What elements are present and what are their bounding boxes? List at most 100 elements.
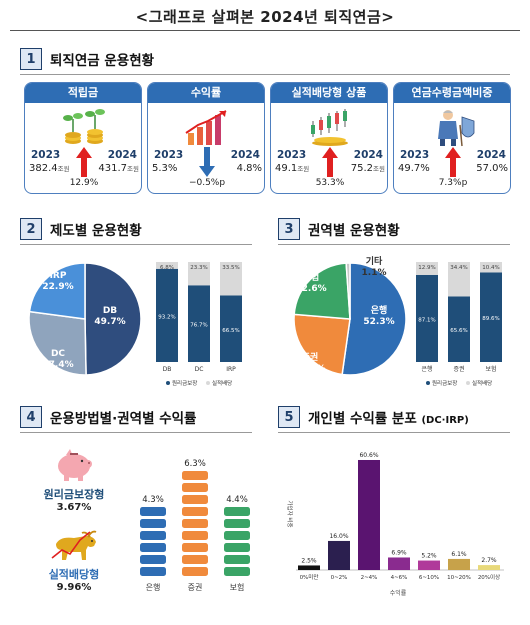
legend-marker — [206, 381, 210, 385]
section-5-header: 5 개인별 수익률 분포 (DC·IRP) — [278, 404, 469, 430]
section-number: 5 — [278, 406, 300, 428]
x-tick-label: IRP — [226, 366, 236, 373]
bar-tile — [182, 471, 208, 480]
year-start: 2023 — [277, 149, 307, 161]
bar-value-label: 93.2% — [158, 314, 175, 320]
x-tick-label: 보험 — [230, 583, 245, 592]
bar-value-label: 12.9% — [418, 265, 435, 271]
performance-value: 9.96% — [56, 582, 92, 593]
bar-value-label: 6.9% — [391, 549, 407, 556]
pie-slice-label: 보험 — [303, 271, 320, 283]
section-title: 운용방법별·권역별 수익률 — [50, 411, 197, 427]
candlestick-icon — [311, 109, 348, 146]
bar-tile — [182, 531, 208, 540]
stacked-bar-segment — [188, 262, 210, 286]
year-start: 2023 — [154, 149, 184, 161]
bar-tile — [182, 507, 208, 516]
value-number: 75.2 — [350, 163, 374, 174]
pie-slice-value: 52.3% — [363, 317, 394, 327]
bar-tile — [140, 555, 166, 564]
legend-marker — [426, 381, 430, 385]
title-divider — [10, 30, 520, 31]
value-number: 5.3% — [152, 163, 178, 174]
value-number: 4.8% — [236, 163, 262, 174]
arrow-up-icon — [445, 147, 461, 177]
bar-value-label: 10.4% — [482, 265, 499, 271]
bar-tile — [182, 519, 208, 528]
pie-slice-value: 24.1% — [294, 364, 325, 374]
arrow-up-icon — [322, 147, 338, 177]
year-end: 2024 — [353, 149, 383, 161]
y-axis-label: 가입자 비중 — [286, 500, 294, 527]
bar-tile — [140, 507, 166, 516]
card-title: 연금수령금액비중 — [394, 83, 510, 103]
bar-value-label: 60.6% — [359, 452, 378, 459]
pie-slice-label: DC — [51, 349, 65, 359]
section-4-header: 4 운용방법별·권역별 수익률 — [20, 404, 196, 430]
bar-tile — [182, 567, 208, 576]
x-tick-label: DC — [195, 366, 204, 373]
section-number: 3 — [278, 218, 300, 240]
year-start: 2023 — [31, 149, 61, 161]
section-rule — [20, 244, 252, 245]
piggy-bank-icon — [58, 449, 92, 481]
pie-slice — [28, 310, 87, 376]
pie-slice-value: 49.7% — [94, 317, 125, 327]
x-tick-label: DB — [163, 366, 172, 373]
section-number: 1 — [20, 48, 42, 70]
bar-value-label: 33.5% — [222, 265, 239, 271]
value-number: 57.0% — [476, 163, 508, 174]
bar — [478, 565, 500, 570]
value-number: 49.7% — [398, 163, 430, 174]
bar — [448, 558, 470, 570]
bar-value-label: 66.5% — [222, 328, 239, 334]
x-tick-label: 6~10% — [419, 575, 439, 581]
stacked-bar-segment — [416, 262, 438, 275]
x-axis-label: 수익률 — [390, 589, 407, 597]
bar-tile — [224, 507, 250, 516]
stacked-bar-segment — [448, 296, 470, 362]
bar — [358, 459, 380, 570]
pie-slice — [293, 313, 351, 376]
x-tick-label: 2~4% — [361, 575, 378, 581]
bar — [298, 565, 320, 570]
money-plant-icon — [63, 109, 105, 144]
legend-label: 원리금보장 — [172, 379, 197, 387]
stacked-bar-chart-sector: 87.1% 12.9% 은행 65.6% 34.4% 증권 89.6% 10.4% 보험원리금보… — [416, 262, 502, 387]
bar-value-label: 16.0% — [329, 533, 348, 540]
bar-value-label: 6.3% — [184, 459, 206, 469]
bar-tile — [224, 531, 250, 540]
page-title: <그래프로 살펴본 2024년 퇴직연금> — [135, 8, 395, 26]
value-end: 75.2조원 — [351, 163, 385, 174]
arrow-up-icon — [76, 147, 92, 177]
bar-value-label: 87.1% — [418, 317, 435, 323]
x-tick-label: 은행 — [146, 582, 161, 592]
year-start: 2023 — [400, 149, 430, 161]
value-start: 5.3% — [152, 163, 177, 174]
bar — [388, 557, 410, 570]
legend-label: 원리금보장 — [432, 379, 457, 387]
section-title: 권역별 운용현황 — [308, 223, 400, 239]
bar-tile — [140, 567, 166, 576]
section-rule — [20, 74, 510, 75]
card-annuity-share: 연금수령금액비중 2023 2024 49.7% 57.0% 7.3%p — [393, 82, 511, 194]
value-start: 382.4조원 — [29, 163, 70, 174]
bar — [418, 560, 440, 570]
pie-slice-value: 22.6% — [295, 284, 326, 294]
pie-slice-label: 은행 — [371, 304, 388, 316]
pie-slice-label: 기타 — [366, 256, 383, 267]
x-tick-label: 보험 — [485, 365, 496, 373]
bar-value-label: 34.4% — [450, 265, 467, 271]
section-number: 4 — [20, 406, 42, 428]
section-rule — [278, 244, 510, 245]
bar-tile — [224, 567, 250, 576]
bar-tile — [140, 531, 166, 540]
bar-value-label: 6.1% — [451, 551, 467, 558]
value-start: 49.7% — [398, 163, 430, 174]
bar-tile — [140, 543, 166, 552]
pie-slice — [28, 262, 86, 320]
bar-value-label: 4.4% — [226, 495, 248, 505]
bar-value-label: 4.3% — [142, 495, 164, 505]
x-tick-label: 20%이상 — [478, 573, 500, 581]
